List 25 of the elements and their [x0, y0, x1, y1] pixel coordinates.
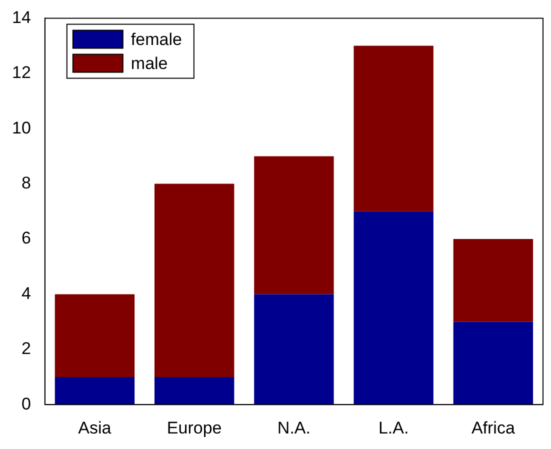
- y-tick-label: 14: [12, 8, 31, 27]
- bar: [354, 211, 434, 405]
- x-tick-label: Europe: [166, 418, 222, 438]
- y-tick-label: 12: [12, 63, 31, 82]
- y-tick-label: 0: [21, 394, 31, 414]
- bar: [453, 322, 534, 405]
- x-tick-label: N.A.: [277, 418, 310, 438]
- legend-label: female: [130, 30, 182, 49]
- bar: [254, 294, 334, 405]
- x-tick-label: Asia: [78, 418, 112, 438]
- bar: [54, 377, 135, 405]
- bar: [254, 156, 334, 294]
- legend-label: male: [130, 54, 168, 73]
- bar: [54, 294, 135, 377]
- y-tick-label: 10: [12, 118, 31, 138]
- x-tick-label: L.A.: [378, 418, 409, 438]
- y-tick-label: 8: [21, 173, 31, 192]
- bar: [453, 239, 534, 322]
- y-tick-label: 4: [21, 284, 31, 303]
- y-tick-label: 6: [21, 228, 31, 248]
- bar: [154, 377, 234, 405]
- bar: [354, 46, 434, 212]
- y-tick-label: 2: [21, 339, 31, 358]
- bar: [154, 184, 234, 377]
- x-tick-label: Africa: [471, 418, 516, 438]
